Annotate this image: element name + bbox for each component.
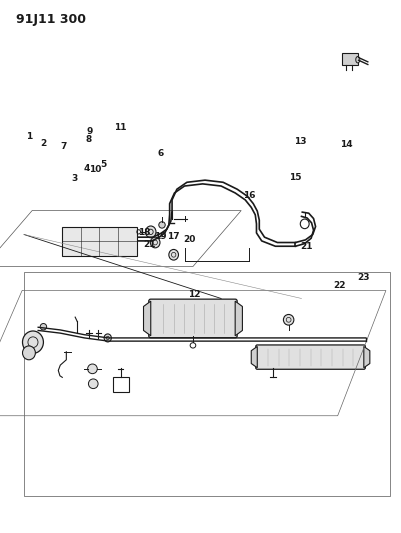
FancyBboxPatch shape <box>255 345 365 369</box>
Text: 22: 22 <box>332 281 345 290</box>
Text: 12: 12 <box>188 290 200 298</box>
Polygon shape <box>251 346 257 368</box>
Ellipse shape <box>104 334 111 342</box>
Polygon shape <box>143 301 150 336</box>
Text: 23: 23 <box>356 273 369 281</box>
Circle shape <box>158 222 165 228</box>
Polygon shape <box>235 301 242 336</box>
Text: 8: 8 <box>85 135 91 143</box>
FancyBboxPatch shape <box>148 299 237 338</box>
Bar <box>112 377 128 392</box>
Circle shape <box>87 364 97 374</box>
Text: 20: 20 <box>183 235 195 244</box>
Text: 21: 21 <box>143 240 156 248</box>
Circle shape <box>40 324 47 330</box>
Text: 17: 17 <box>167 232 180 241</box>
Bar <box>341 53 357 65</box>
Polygon shape <box>62 227 136 256</box>
Ellipse shape <box>283 314 293 325</box>
Text: 9: 9 <box>86 127 92 136</box>
Text: 3: 3 <box>71 174 78 182</box>
Text: 10: 10 <box>89 165 101 174</box>
Ellipse shape <box>168 249 178 260</box>
Polygon shape <box>363 346 369 368</box>
Circle shape <box>88 379 98 389</box>
Text: 21: 21 <box>300 243 312 251</box>
Text: 15: 15 <box>288 173 301 182</box>
Text: 14: 14 <box>339 141 352 149</box>
Ellipse shape <box>355 56 359 63</box>
Ellipse shape <box>145 226 156 238</box>
Text: 7: 7 <box>60 142 67 150</box>
Text: 4: 4 <box>83 164 89 173</box>
Text: 2: 2 <box>40 139 47 148</box>
Ellipse shape <box>150 237 160 248</box>
Text: 19: 19 <box>153 232 166 240</box>
Text: 5: 5 <box>100 160 107 168</box>
Text: 91J11 300: 91J11 300 <box>16 13 86 26</box>
Text: 18: 18 <box>137 229 150 237</box>
Text: 16: 16 <box>242 191 255 200</box>
Text: 11: 11 <box>113 123 126 132</box>
Ellipse shape <box>22 346 35 360</box>
Ellipse shape <box>22 331 43 353</box>
Text: 6: 6 <box>157 149 164 158</box>
Text: 1: 1 <box>26 132 32 141</box>
Text: 13: 13 <box>294 137 306 146</box>
